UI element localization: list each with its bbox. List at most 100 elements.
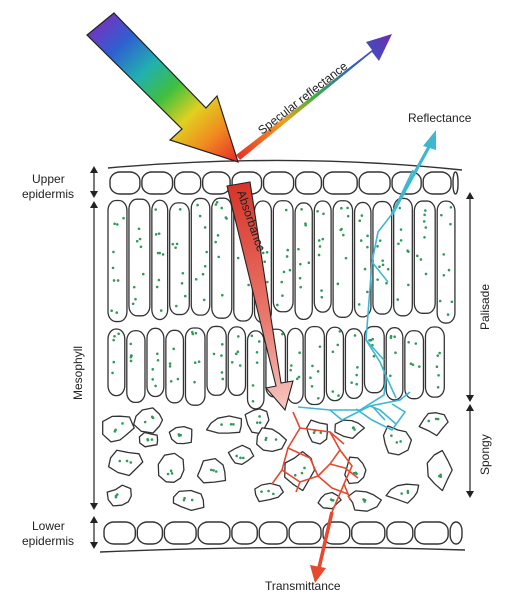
spongy-cell <box>158 453 184 482</box>
chloroplast-dot <box>162 253 165 256</box>
chloroplast-dot <box>112 267 115 270</box>
chloroplast-dot <box>410 362 413 365</box>
chloroplast-dot <box>220 354 223 357</box>
chloroplast-dot <box>114 430 117 433</box>
chloroplast-dot <box>121 422 124 425</box>
chloroplast-dot <box>283 271 286 274</box>
chloroplast-dot <box>355 473 358 476</box>
chloroplast-dot <box>443 274 446 277</box>
chloroplast-dot <box>376 245 379 248</box>
chloroplast-dot <box>110 309 113 312</box>
chloroplast-dot <box>390 336 393 339</box>
chloroplast-dot <box>319 431 322 434</box>
palisade-cell <box>129 199 150 316</box>
palisade-cell <box>152 200 168 319</box>
chloroplast-dot <box>170 380 173 383</box>
chloroplast-dot <box>170 469 173 472</box>
chloroplast-dot <box>232 423 235 426</box>
chloroplast-dot <box>320 296 323 299</box>
chloroplast-dot <box>252 400 255 403</box>
chloroplast-dot <box>358 303 361 306</box>
palisade-layer <box>108 198 455 409</box>
palisade-cell <box>314 201 331 312</box>
chloroplast-dot <box>424 226 427 229</box>
chloroplast-dot <box>179 208 182 211</box>
chloroplast-dot <box>319 245 322 248</box>
spongy-cell <box>419 413 448 436</box>
chloroplast-dot <box>399 440 402 443</box>
chloroplast-dot <box>440 214 443 217</box>
chloroplast-dot <box>221 294 224 297</box>
chloroplast-dot <box>221 343 224 346</box>
chloroplast-dot <box>427 420 430 423</box>
palisade-cell <box>127 331 145 403</box>
chloroplast-dot <box>237 257 240 260</box>
spongy-label: Spongy <box>478 434 492 475</box>
chloroplast-dot <box>311 365 314 368</box>
chloroplast-dot <box>115 495 118 498</box>
chloroplast-dot <box>272 493 275 496</box>
transmittance-label: Transmittance <box>265 579 341 593</box>
palisade-cell <box>207 326 226 395</box>
chloroplast-dot <box>301 472 304 475</box>
chloroplast-dot <box>366 246 369 249</box>
chloroplast-dot <box>407 490 410 493</box>
chloroplast-dot <box>355 374 358 377</box>
chloroplast-dot <box>196 204 199 207</box>
spongy-cell <box>134 408 163 433</box>
chloroplast-dot <box>129 343 132 346</box>
chloroplast-dot <box>280 281 283 284</box>
upper-epidermis-cell <box>203 172 230 194</box>
chloroplast-dot <box>309 376 312 379</box>
chloroplast-dot <box>117 332 120 335</box>
chloroplast-dot <box>256 421 259 424</box>
chloroplast-dot <box>354 334 357 337</box>
chloroplast-dot <box>217 256 220 259</box>
chloroplast-dot <box>140 246 143 249</box>
upper-epidermis-cell <box>175 172 201 194</box>
chloroplast-dot <box>133 286 136 289</box>
chloroplast-dot <box>176 243 179 246</box>
chloroplast-dot <box>167 473 170 476</box>
chloroplast-dot <box>198 360 201 363</box>
lower-epidermis-cell <box>104 522 135 544</box>
chloroplast-dot <box>319 345 322 348</box>
spongy-cell <box>103 416 135 442</box>
chloroplast-dot <box>130 354 133 357</box>
chloroplast-dot <box>212 469 215 472</box>
chloroplast-dot <box>350 381 353 384</box>
chloroplast-dot <box>436 365 439 368</box>
spongy-cell <box>307 420 328 444</box>
chloroplast-dot <box>194 361 197 364</box>
palisade-cell <box>305 327 324 405</box>
chloroplast-dot <box>317 397 320 400</box>
palisade-cell <box>108 329 125 396</box>
chloroplast-dot <box>322 238 325 241</box>
chloroplast-dot <box>172 348 175 351</box>
lower-epidermis-cell <box>450 522 462 544</box>
chloroplast-dot <box>447 313 450 316</box>
spongy-cell <box>107 485 131 506</box>
chloroplast-dot <box>225 216 228 219</box>
chloroplast-dot <box>235 455 238 458</box>
chloroplast-dot <box>215 203 218 206</box>
lower-epidermis-cell <box>352 522 385 544</box>
lower-epidermis-cell <box>289 522 321 544</box>
chloroplast-dot <box>169 365 172 368</box>
chloroplast-dot <box>181 282 184 285</box>
chloroplast-dot <box>191 499 194 502</box>
chloroplast-dot <box>144 421 147 424</box>
chloroplast-dot <box>158 232 161 235</box>
spongy-layer <box>103 408 453 511</box>
palisade-cell <box>414 201 435 313</box>
chloroplast-dot <box>171 472 174 475</box>
chloroplast-dot <box>256 351 259 354</box>
chloroplast-dot <box>438 352 441 355</box>
chloroplast-dot <box>139 238 142 241</box>
chloroplast-dot <box>415 342 418 345</box>
chloroplast-dot <box>134 298 137 301</box>
chloroplast-dot <box>439 473 442 476</box>
chloroplast-dot <box>195 278 198 281</box>
chloroplast-dot <box>118 460 121 463</box>
chloroplast-dot <box>220 207 223 210</box>
